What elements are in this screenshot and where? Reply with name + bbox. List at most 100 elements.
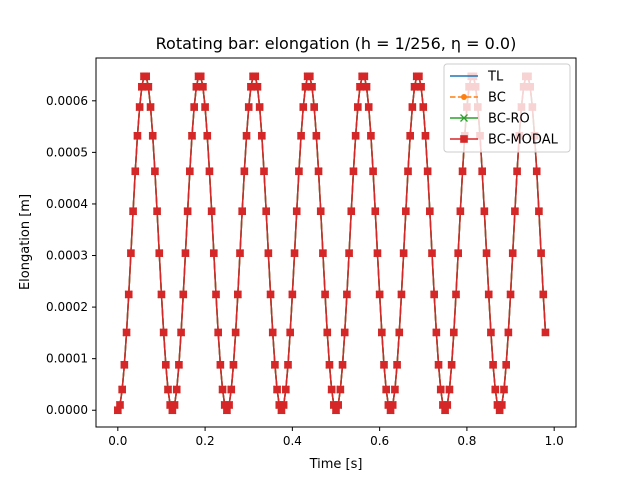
data-point: [212, 290, 220, 299]
y-axis-label: Elongation [m]: [18, 194, 33, 290]
data-point: [319, 249, 327, 257]
data-point: [430, 290, 438, 299]
data-point: [393, 361, 401, 369]
data-point: [231, 328, 240, 337]
data-point: [480, 207, 489, 216]
data-point: [373, 249, 382, 257]
x-tick-label: 0.6: [370, 434, 389, 448]
data-point: [124, 290, 133, 299]
legend-entry: TL: [450, 70, 504, 85]
data-point: [306, 72, 314, 81]
data-point: [371, 207, 380, 216]
data-point: [159, 328, 168, 337]
x-axis-label: Time [s]: [309, 457, 363, 472]
data-point: [242, 131, 251, 140]
data-point: [493, 401, 502, 409]
data-point: [456, 207, 465, 216]
plot-frame: [95, 57, 577, 428]
y-tick-label: 0.0004: [46, 197, 88, 211]
data-point: [397, 290, 406, 299]
data-point: [225, 401, 233, 409]
legend-entry: BC-MODAL: [450, 133, 559, 148]
data-point: [447, 361, 456, 369]
data-point: [146, 103, 155, 111]
legend-label: BC-MODAL: [488, 133, 559, 148]
data-point: [310, 103, 318, 111]
data-point: [439, 401, 447, 409]
data-point: [262, 207, 270, 216]
data-point: [168, 406, 177, 415]
data-point: [190, 103, 198, 111]
y-tick-label: 0.0006: [46, 94, 88, 108]
data-point: [362, 82, 371, 91]
data-point: [347, 207, 356, 216]
data-point: [240, 167, 249, 176]
data-point: [458, 167, 467, 176]
x-tick-label: 0.4: [283, 434, 302, 448]
data-point: [155, 249, 164, 257]
data-point: [271, 361, 279, 369]
data-point: [238, 207, 246, 216]
data-point: [351, 131, 360, 140]
data-point: [367, 131, 375, 140]
data-point: [399, 249, 408, 257]
data-point: [445, 385, 454, 394]
data-point: [314, 167, 323, 176]
data-point: [336, 385, 345, 394]
data-point: [144, 82, 153, 91]
data-point: [170, 401, 179, 409]
data-point: [428, 249, 436, 257]
data-point: [484, 290, 493, 299]
data-point: [487, 328, 495, 337]
data-point: [196, 72, 205, 81]
data-point: [266, 290, 275, 299]
data-point: [426, 207, 434, 216]
chart-title: Rotating bar: elongation (h = 1/256, η =…: [156, 34, 517, 53]
data-point: [292, 207, 301, 216]
data-point: [382, 385, 390, 394]
data-point: [338, 361, 347, 369]
data-point: [450, 328, 458, 337]
data-point: [384, 401, 393, 409]
data-point: [207, 207, 216, 216]
data-point: [282, 385, 290, 394]
data-point: [535, 207, 543, 216]
data-point: [482, 249, 491, 257]
data-point: [369, 167, 377, 176]
data-point: [504, 328, 513, 337]
data-point: [356, 82, 364, 91]
data-point: [419, 103, 428, 111]
data-point: [406, 131, 414, 140]
data-point: [495, 406, 504, 415]
x-tick-label: 0.8: [457, 434, 476, 448]
data-point: [327, 385, 336, 394]
data-point: [183, 207, 192, 216]
data-point: [541, 328, 550, 337]
data-point: [138, 82, 146, 91]
data-point: [284, 361, 292, 369]
data-point: [297, 131, 305, 140]
data-point: [181, 249, 190, 257]
data-point: [375, 290, 384, 299]
legend-entry: BC-RO: [450, 112, 530, 127]
data-point: [410, 82, 419, 91]
legend-marker: [460, 114, 468, 122]
x-tick-label: 0.0: [108, 434, 127, 448]
data-point: [506, 290, 515, 299]
data-point: [421, 131, 430, 140]
data-point: [151, 167, 159, 176]
data-point: [508, 249, 517, 257]
data-point: [386, 406, 395, 415]
data-point: [434, 361, 443, 369]
data-point: [251, 72, 260, 81]
data-point: [114, 406, 122, 415]
data-point: [364, 103, 373, 111]
data-point: [380, 361, 388, 369]
data-point: [192, 82, 201, 91]
data-point: [227, 385, 236, 394]
data-point: [205, 167, 214, 176]
data-point: [402, 207, 410, 216]
data-point: [539, 290, 548, 299]
data-point: [172, 385, 181, 394]
